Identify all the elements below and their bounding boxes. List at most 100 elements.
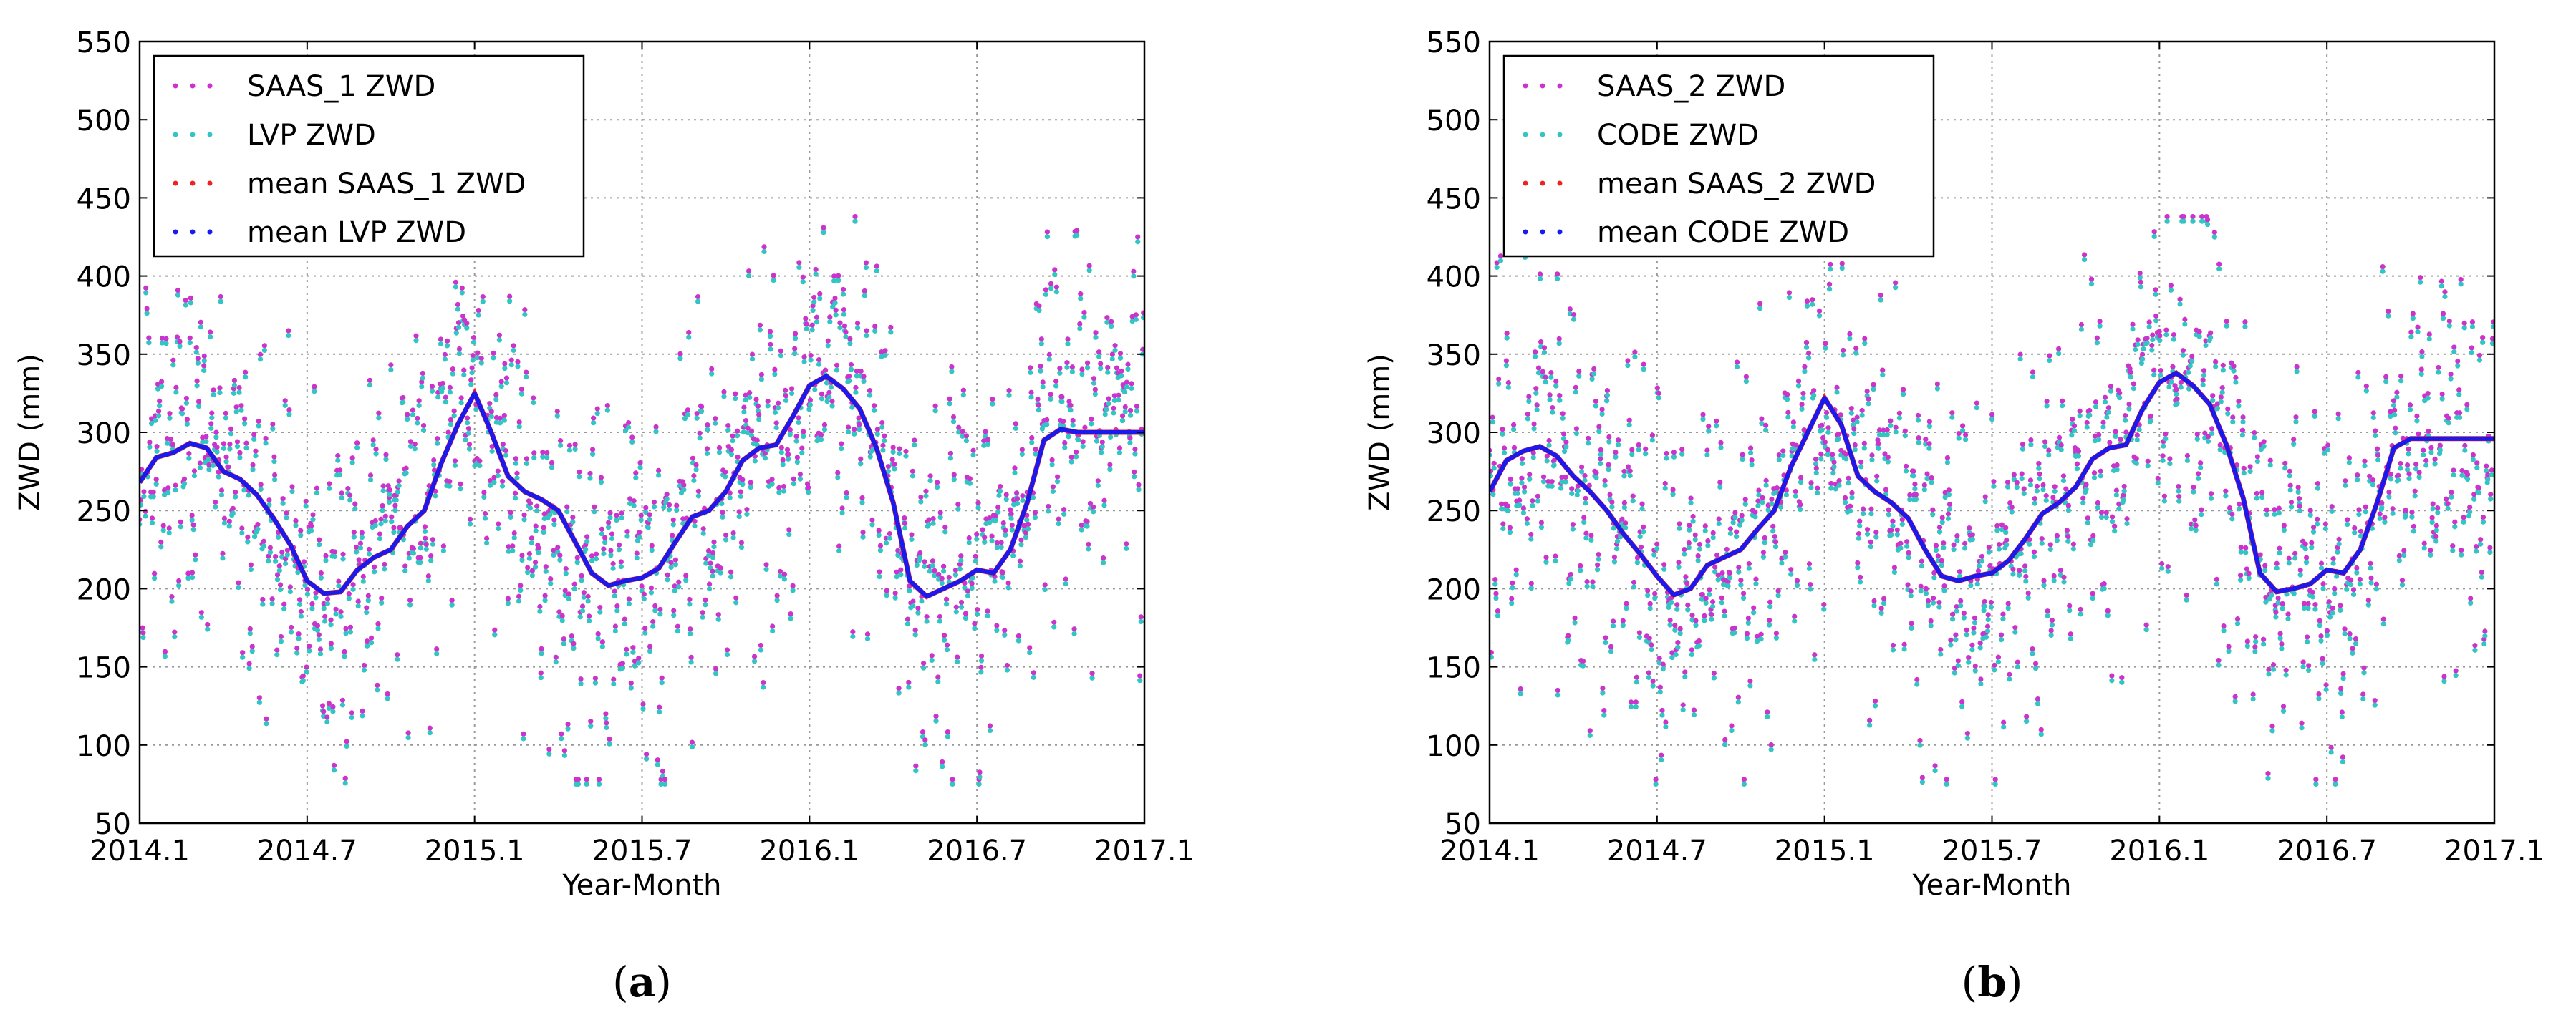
point-saas-1-zwd xyxy=(245,534,251,540)
point-code-zwd xyxy=(1929,480,1934,485)
point-code-zwd xyxy=(1504,335,1510,341)
point-saas-1-zwd xyxy=(468,377,474,383)
point-saas-1-zwd xyxy=(1028,365,1033,371)
point-saas-2-zwd xyxy=(1513,567,1519,573)
point-code-zwd xyxy=(1953,637,1959,643)
point-code-zwd xyxy=(2048,632,2054,638)
point-saas-1-zwd xyxy=(586,613,592,619)
point-code-zwd xyxy=(1971,630,1977,636)
point-saas-2-zwd xyxy=(1738,578,1744,583)
point-lvp-zwd xyxy=(551,552,556,558)
point-saas-1-zwd xyxy=(1112,343,1118,349)
point-code-zwd xyxy=(2430,505,2436,512)
point-saas-2-zwd xyxy=(1704,447,1710,453)
point-lvp-zwd xyxy=(328,645,334,651)
point-saas-2-zwd xyxy=(2470,452,2476,458)
point-lvp-zwd xyxy=(313,595,319,601)
point-lvp-zwd xyxy=(1092,392,1098,397)
point-saas-1-zwd xyxy=(877,569,882,575)
point-lvp-zwd xyxy=(689,744,695,750)
point-code-zwd xyxy=(2134,437,2140,443)
point-code-zwd xyxy=(1589,376,1595,382)
point-lvp-zwd xyxy=(744,511,750,517)
point-saas-2-zwd xyxy=(1643,446,1649,452)
point-code-zwd xyxy=(2049,622,2055,628)
point-saas-1-zwd xyxy=(1004,662,1010,669)
point-saas-2-zwd xyxy=(2240,414,2246,420)
point-lvp-zwd xyxy=(907,588,912,593)
point-code-zwd xyxy=(1613,546,1620,552)
point-saas-1-zwd xyxy=(201,353,207,359)
point-code-zwd xyxy=(2344,586,2350,592)
point-lvp-zwd xyxy=(922,742,928,748)
point-saas-2-zwd xyxy=(2174,396,2180,402)
point-saas-2-zwd xyxy=(2297,567,2303,573)
point-code-zwd xyxy=(1593,475,1599,480)
point-saas-2-zwd xyxy=(2011,472,2017,477)
point-saas-1-zwd xyxy=(963,611,969,616)
point-saas-1-zwd xyxy=(1018,537,1024,543)
point-saas-2-zwd xyxy=(1992,777,1998,782)
point-lvp-zwd xyxy=(298,613,304,619)
point-code-zwd xyxy=(1856,535,1861,541)
point-saas-2-zwd xyxy=(1623,520,1629,526)
point-saas-2-zwd xyxy=(1914,676,1920,683)
point-lvp-zwd xyxy=(876,532,882,538)
point-code-zwd xyxy=(1936,529,1943,535)
point-lvp-zwd xyxy=(274,652,280,658)
point-saas-2-zwd xyxy=(2035,696,2041,702)
point-saas-1-zwd xyxy=(170,357,176,363)
point-saas-1-zwd xyxy=(388,362,394,368)
point-code-zwd xyxy=(2112,528,2118,534)
point-code-zwd xyxy=(2330,610,2335,616)
point-code-zwd xyxy=(2080,500,2086,506)
point-saas-2-zwd xyxy=(2323,682,2329,688)
point-saas-1-zwd xyxy=(186,450,192,457)
point-code-zwd xyxy=(2363,388,2369,394)
point-saas-1-zwd xyxy=(1131,268,1137,274)
point-lvp-zwd xyxy=(502,365,508,372)
point-saas-2-zwd xyxy=(1938,646,1944,653)
point-saas-1-zwd xyxy=(1005,580,1011,586)
point-saas-2-zwd xyxy=(2098,468,2103,474)
point-saas-2-zwd xyxy=(1656,655,1662,661)
point-lvp-zwd xyxy=(947,401,952,407)
point-saas-1-zwd xyxy=(772,366,778,372)
point-lvp-zwd xyxy=(1102,412,1108,417)
point-saas-2-zwd xyxy=(1621,500,1627,506)
point-saas-2-zwd xyxy=(2196,329,2202,335)
point-saas-2-zwd xyxy=(1975,568,1982,574)
point-lvp-zwd xyxy=(249,649,255,654)
point-code-zwd xyxy=(2307,512,2313,518)
point-saas-1-zwd xyxy=(987,723,993,729)
point-saas-2-zwd xyxy=(2054,533,2060,538)
point-code-zwd xyxy=(2282,465,2288,471)
point-lvp-zwd xyxy=(539,651,544,656)
point-saas-2-zwd xyxy=(1703,596,1709,601)
point-code-zwd xyxy=(1930,600,1936,606)
point-saas-2-zwd xyxy=(1645,588,1651,593)
point-saas-2-zwd xyxy=(2070,416,2075,422)
point-saas-2-zwd xyxy=(1528,531,1534,538)
point-saas-2-zwd xyxy=(2398,460,2403,467)
point-lvp-zwd xyxy=(867,392,873,398)
point-lvp-zwd xyxy=(559,618,565,623)
point-code-zwd xyxy=(2291,441,2297,447)
point-lvp-zwd xyxy=(289,629,294,635)
point-saas-1-zwd xyxy=(487,478,493,484)
legend-marker xyxy=(207,132,213,137)
point-lvp-zwd xyxy=(458,486,463,492)
point-code-zwd xyxy=(1751,610,1757,616)
point-saas-2-zwd xyxy=(1957,569,1963,575)
point-saas-2-zwd xyxy=(1495,608,1500,614)
point-code-zwd xyxy=(2347,636,2353,641)
point-saas-1-zwd xyxy=(642,626,648,631)
point-saas-1-zwd xyxy=(412,441,418,447)
point-lvp-zwd xyxy=(543,568,549,574)
point-saas-2-zwd xyxy=(2330,605,2335,611)
point-lvp-zwd xyxy=(558,442,564,448)
point-lvp-zwd xyxy=(1020,497,1026,503)
point-code-zwd xyxy=(2189,358,2195,364)
point-saas-1-zwd xyxy=(1032,510,1038,515)
point-code-zwd xyxy=(1925,603,1931,608)
